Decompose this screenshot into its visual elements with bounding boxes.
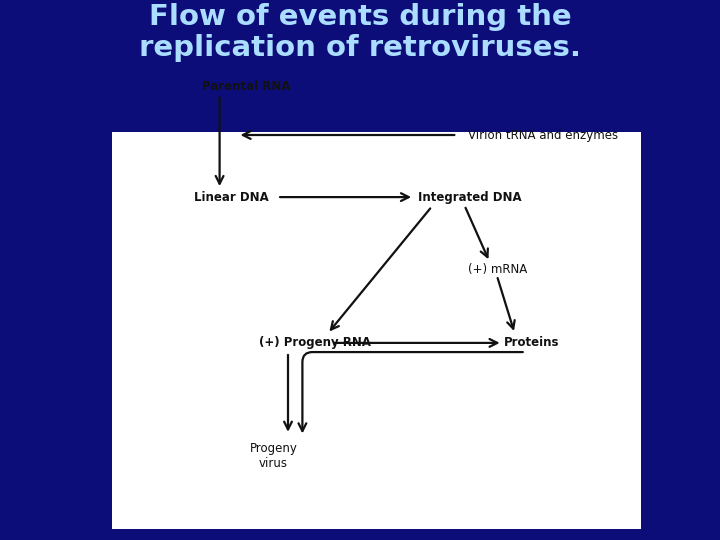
Text: Progeny
virus: Progeny virus: [250, 442, 297, 470]
Text: (+) mRNA: (+) mRNA: [468, 264, 527, 276]
Text: Flow of events during the
replication of retroviruses.: Flow of events during the replication of…: [139, 3, 581, 62]
Text: (+) Progeny RNA: (+) Progeny RNA: [259, 336, 372, 349]
Text: Proteins: Proteins: [504, 336, 559, 349]
Text: Linear DNA: Linear DNA: [194, 191, 269, 204]
Text: Integrated DNA: Integrated DNA: [418, 191, 521, 204]
Text: Virion tRNA and enzymes: Virion tRNA and enzymes: [468, 129, 618, 141]
FancyBboxPatch shape: [112, 132, 641, 529]
Text: Parental RNA: Parental RNA: [202, 80, 290, 93]
